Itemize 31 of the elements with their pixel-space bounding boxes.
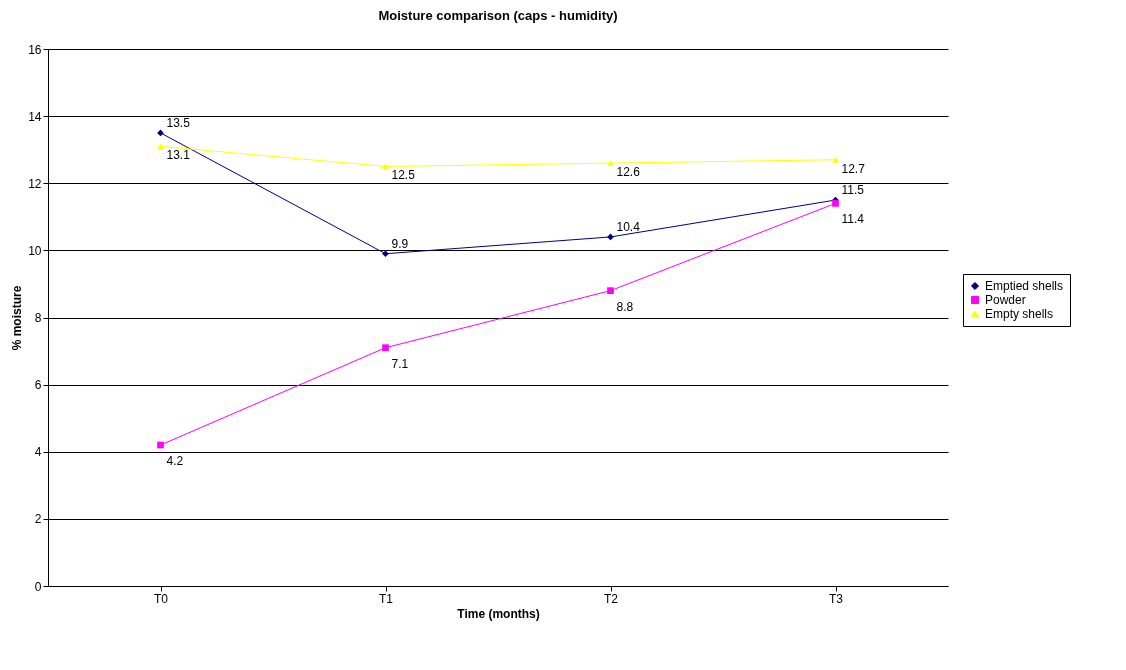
data-label: 8.8 [616,299,634,314]
chart-title: Moisture comparison (caps - humidity) [378,8,618,23]
data-label: 12.5 [391,168,416,183]
x-tick-label: T3 [828,591,844,606]
data-label: 11.5 [841,183,865,198]
y-tick-label: 12 [28,176,42,191]
y-tick-label: 10 [28,243,42,258]
y-tick-label: 6 [34,378,42,393]
legend-label: Empty shells [985,307,1054,321]
data-label: 13.1 [166,148,191,163]
data-label: 4.2 [166,454,184,469]
data-label: 13.5 [166,115,191,130]
y-axis-title: % moisture [10,285,25,351]
legend-label: Emptied shells [985,279,1064,293]
y-tick-label: 16 [28,42,42,57]
data-label: 9.9 [391,236,409,251]
legend-label: Powder [985,293,1026,307]
y-tick-label: 2 [34,512,42,527]
data-label: 7.1 [391,356,409,371]
x-tick-label: T1 [378,591,394,606]
y-tick-label: 8 [34,311,42,325]
data-label: 12.7 [841,161,866,176]
y-tick-label: 14 [28,109,42,124]
y-tick-label: 0 [34,579,42,594]
data-label: 10.4 [616,219,641,234]
data-label: 12.6 [616,165,641,180]
data-label: 11.4 [841,212,865,227]
y-tick-label: 4 [34,445,42,460]
x-axis-title: Time (months) [457,606,540,621]
x-tick-label: T2 [603,591,619,606]
x-tick-label: T0 [153,591,169,606]
